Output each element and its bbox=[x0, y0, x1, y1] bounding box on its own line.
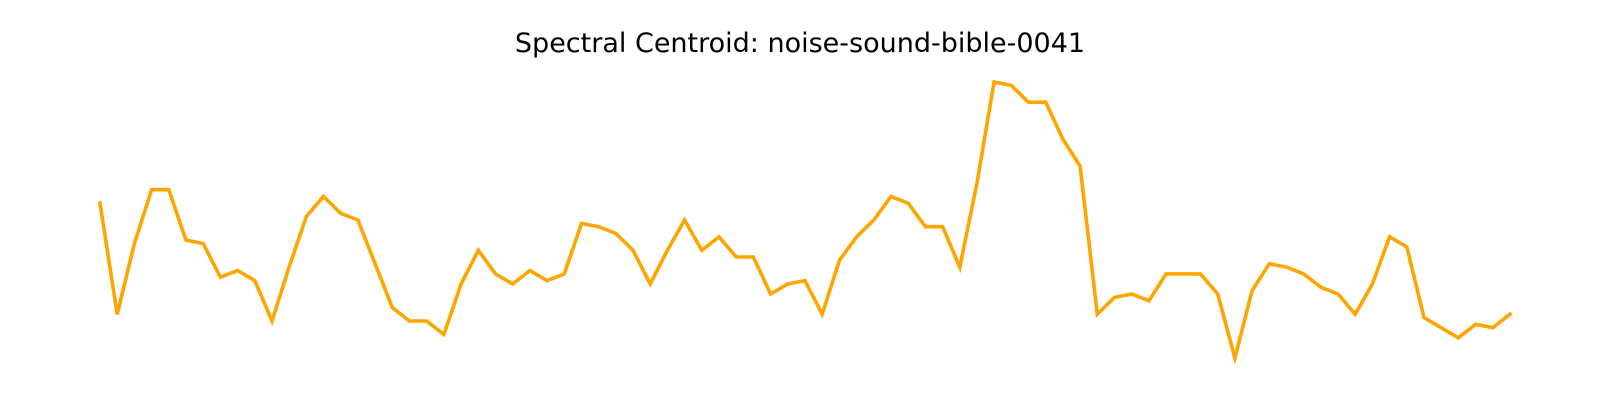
data-point bbox=[718, 235, 720, 238]
data-point bbox=[580, 222, 583, 225]
series-line-0 bbox=[97, 79, 1513, 366]
data-point bbox=[1044, 101, 1047, 104]
data-point bbox=[821, 313, 824, 316]
data-point bbox=[1268, 262, 1271, 265]
data-point bbox=[1319, 286, 1322, 289]
data-point bbox=[735, 256, 738, 258]
data-point bbox=[632, 249, 634, 252]
data-point bbox=[1491, 326, 1494, 329]
data-point bbox=[1302, 272, 1305, 275]
data-point bbox=[700, 249, 703, 252]
data-point bbox=[683, 219, 686, 221]
data-point bbox=[1337, 293, 1339, 295]
data-point bbox=[133, 242, 136, 245]
data-point bbox=[1182, 272, 1185, 275]
data-point bbox=[1509, 313, 1511, 316]
chart-title: Spectral Centroid: noise-sound-bible-004… bbox=[515, 28, 1085, 59]
data-point bbox=[976, 182, 978, 184]
data-point bbox=[425, 320, 428, 322]
data-point bbox=[1165, 272, 1168, 275]
data-point bbox=[236, 269, 239, 272]
data-point bbox=[356, 219, 359, 221]
data-point bbox=[1096, 313, 1099, 316]
data-point bbox=[1405, 245, 1408, 248]
data-point bbox=[219, 276, 222, 279]
data-point bbox=[1061, 138, 1064, 141]
data-point bbox=[1457, 336, 1460, 339]
data-point bbox=[1079, 165, 1082, 168]
data-point bbox=[1354, 313, 1357, 316]
data-point bbox=[838, 259, 841, 262]
data-point bbox=[528, 269, 531, 272]
data-point bbox=[494, 272, 497, 275]
data-point bbox=[1010, 84, 1013, 87]
data-point bbox=[890, 195, 892, 198]
data-point bbox=[305, 215, 308, 218]
data-point bbox=[322, 195, 325, 198]
data-point bbox=[1130, 293, 1133, 295]
data-point bbox=[167, 188, 170, 191]
data-point bbox=[1285, 266, 1288, 269]
data-point bbox=[339, 212, 342, 215]
data-point bbox=[597, 225, 600, 228]
plot-area bbox=[97, 79, 1513, 366]
data-point bbox=[460, 283, 463, 285]
data-point bbox=[614, 232, 617, 235]
data-point bbox=[546, 279, 549, 282]
data-point bbox=[941, 225, 944, 228]
data-point bbox=[288, 266, 291, 269]
data-point bbox=[202, 242, 205, 245]
data-point bbox=[1474, 323, 1477, 326]
data-point bbox=[769, 293, 772, 295]
data-point bbox=[855, 235, 858, 238]
data-point bbox=[1233, 357, 1236, 359]
data-point bbox=[1371, 283, 1374, 285]
data-point bbox=[649, 283, 652, 285]
data-point bbox=[1027, 101, 1030, 104]
data-point bbox=[271, 320, 273, 322]
data-point bbox=[1113, 296, 1116, 299]
data-point bbox=[666, 249, 669, 252]
data-point bbox=[511, 283, 514, 285]
data-point bbox=[374, 262, 377, 265]
data-point bbox=[1388, 235, 1391, 238]
data-point bbox=[391, 306, 394, 309]
data-point bbox=[924, 225, 927, 228]
data-point bbox=[1440, 326, 1443, 329]
data-point bbox=[150, 188, 153, 191]
data-point bbox=[993, 81, 996, 83]
data-point bbox=[99, 202, 101, 205]
data-point bbox=[872, 219, 875, 221]
data-point bbox=[563, 272, 566, 275]
data-point bbox=[1199, 272, 1202, 275]
data-point bbox=[253, 279, 256, 282]
data-point bbox=[1423, 316, 1425, 319]
data-point bbox=[116, 313, 119, 316]
data-point bbox=[1251, 289, 1254, 292]
data-point bbox=[804, 279, 806, 282]
data-point bbox=[442, 333, 445, 336]
data-point bbox=[958, 266, 961, 269]
data-point bbox=[1147, 299, 1150, 302]
data-point bbox=[408, 320, 411, 322]
data-point bbox=[786, 283, 789, 285]
data-point bbox=[477, 249, 480, 252]
data-point bbox=[185, 239, 187, 242]
data-point bbox=[752, 256, 755, 258]
data-point bbox=[907, 202, 910, 205]
data-point bbox=[1216, 293, 1219, 295]
